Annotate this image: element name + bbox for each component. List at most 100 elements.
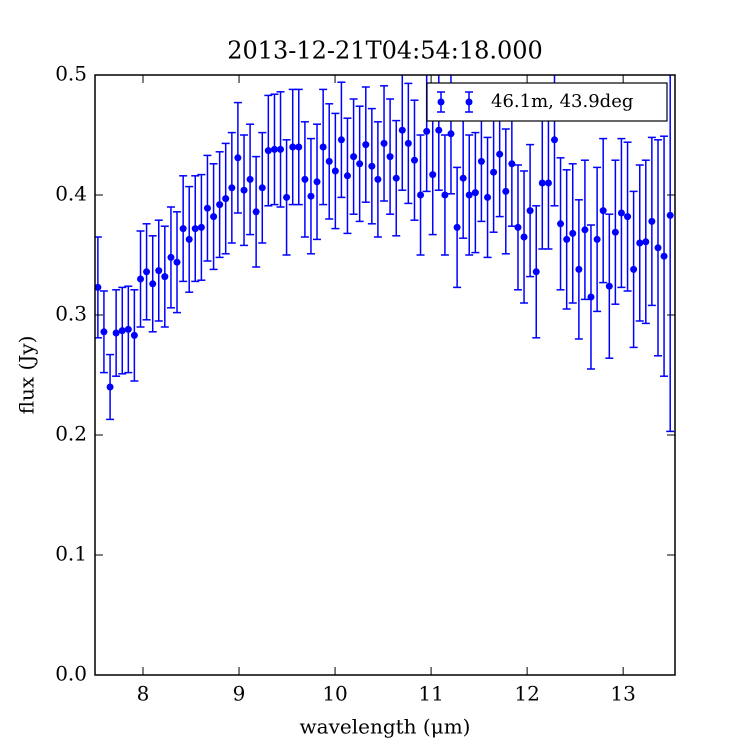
data-point bbox=[447, 130, 455, 138]
data-point bbox=[453, 223, 461, 231]
data-point bbox=[490, 168, 498, 176]
data-point bbox=[477, 157, 485, 165]
data-point bbox=[350, 153, 358, 161]
legend-marker bbox=[465, 98, 473, 106]
data-point bbox=[331, 167, 339, 175]
data-point bbox=[392, 174, 400, 182]
legend-label: 46.1m, 43.9deg bbox=[491, 91, 633, 112]
data-point bbox=[203, 204, 211, 212]
data-point bbox=[471, 189, 479, 197]
data-point bbox=[106, 383, 114, 391]
y-tick-label: 0.3 bbox=[55, 302, 87, 326]
data-point bbox=[124, 325, 132, 333]
data-point bbox=[179, 225, 187, 233]
data-point bbox=[514, 223, 522, 231]
legend-marker bbox=[437, 98, 445, 106]
data-point bbox=[295, 143, 303, 151]
data-point bbox=[575, 265, 583, 273]
data-point bbox=[130, 331, 138, 339]
data-point bbox=[155, 267, 163, 275]
y-tick-label: 0.4 bbox=[55, 182, 87, 206]
data-point bbox=[520, 233, 528, 241]
data-point bbox=[277, 145, 285, 153]
data-point bbox=[264, 147, 272, 155]
data-point bbox=[648, 217, 656, 225]
x-tick-label: 13 bbox=[610, 682, 635, 706]
data-point bbox=[532, 268, 540, 276]
data-point bbox=[654, 244, 662, 252]
data-point bbox=[173, 258, 181, 266]
data-point bbox=[642, 238, 650, 246]
data-point bbox=[508, 160, 516, 168]
x-tick-label: 8 bbox=[137, 682, 150, 706]
chart-title: 2013-12-21T04:54:18.000 bbox=[227, 37, 543, 65]
x-axis-label: wavelength (μm) bbox=[300, 715, 471, 739]
x-tick-label: 11 bbox=[418, 682, 443, 706]
data-point bbox=[417, 191, 425, 199]
data-point bbox=[630, 265, 638, 273]
data-point bbox=[325, 157, 333, 165]
y-tick-label: 0.5 bbox=[55, 62, 87, 86]
data-point bbox=[161, 273, 169, 281]
y-axis-label: flux (Jy) bbox=[15, 336, 39, 415]
data-point bbox=[95, 283, 102, 291]
data-point bbox=[167, 253, 175, 261]
data-point bbox=[289, 143, 297, 151]
marks bbox=[95, 75, 675, 433]
data-point bbox=[386, 153, 394, 161]
data-point bbox=[270, 145, 278, 153]
data-point bbox=[149, 280, 157, 288]
data-point bbox=[617, 209, 625, 217]
data-point bbox=[337, 136, 345, 144]
data-point bbox=[429, 171, 437, 179]
data-point bbox=[319, 143, 327, 151]
x-tick-label: 12 bbox=[514, 682, 539, 706]
data-point bbox=[258, 184, 266, 192]
data-point bbox=[100, 328, 108, 336]
data-point bbox=[611, 228, 619, 236]
data-point bbox=[605, 282, 613, 290]
data-point bbox=[112, 329, 120, 337]
x-tick-label: 9 bbox=[233, 682, 246, 706]
x-tick-label: 10 bbox=[322, 682, 347, 706]
data-point bbox=[222, 195, 230, 203]
data-point bbox=[666, 211, 674, 219]
data-point bbox=[210, 213, 218, 221]
data-point bbox=[563, 235, 571, 243]
data-point bbox=[197, 223, 205, 231]
data-point bbox=[301, 175, 309, 183]
data-point bbox=[581, 226, 589, 234]
data-point bbox=[550, 136, 558, 144]
data-point bbox=[465, 191, 473, 199]
data-point bbox=[368, 162, 376, 170]
data-point bbox=[356, 160, 364, 168]
data-point bbox=[660, 252, 668, 260]
y-tick-label: 0.0 bbox=[55, 662, 87, 686]
data-point bbox=[252, 208, 260, 216]
data-point bbox=[362, 141, 370, 149]
data-point bbox=[191, 225, 199, 233]
data-point bbox=[636, 239, 644, 247]
data-point bbox=[374, 175, 382, 183]
data-point bbox=[502, 187, 510, 195]
data-point bbox=[587, 293, 595, 301]
data-point bbox=[398, 126, 406, 134]
data-point bbox=[557, 220, 565, 228]
data-point bbox=[234, 154, 242, 162]
data-point bbox=[143, 268, 151, 276]
data-point bbox=[404, 139, 412, 147]
data-point bbox=[624, 213, 632, 221]
data-point bbox=[459, 174, 467, 182]
data-point bbox=[526, 207, 534, 215]
data-point bbox=[216, 201, 224, 209]
data-point bbox=[185, 235, 193, 243]
data-point bbox=[569, 229, 577, 237]
plot-area bbox=[95, 75, 675, 675]
data-point bbox=[313, 178, 321, 186]
data-point bbox=[343, 172, 351, 180]
data-point bbox=[380, 139, 388, 147]
data-point bbox=[283, 193, 291, 201]
data-point bbox=[544, 179, 552, 187]
data-point bbox=[246, 175, 254, 183]
